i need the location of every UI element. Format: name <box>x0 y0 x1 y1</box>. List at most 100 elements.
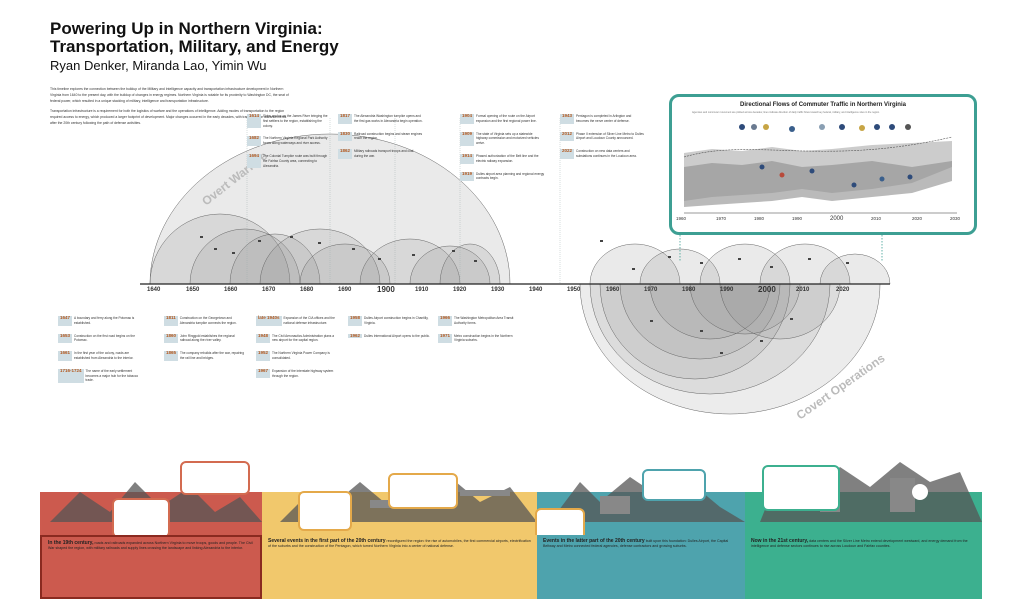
upper-notes-col-3: 1904 Formal opening of the route on the A… <box>460 113 545 189</box>
axis-year-label: 2000 <box>758 285 776 294</box>
arc-overt-1 <box>149 213 291 285</box>
arc-overt-3 <box>229 233 321 285</box>
covert-arcs <box>579 283 881 415</box>
upper-note: 2012 Phase II extension of Silver Line Me… <box>560 130 644 142</box>
arc-overt-4 <box>259 228 381 285</box>
inset-year-label: 2000 <box>830 216 844 222</box>
lower-note: 1952 The Northern Virginia Power Company … <box>256 350 330 361</box>
page-title-line2: Transportation, Military, and Energy <box>50 37 339 56</box>
panel-text: roads and railroads expanded across Nort… <box>48 541 253 551</box>
upper-notes-col-1: 1614 Ships anchor on the James River brin… <box>247 113 332 176</box>
upper-note: 1904 Formal opening of the route on the A… <box>460 113 537 124</box>
arc-overt-13 <box>819 253 891 285</box>
axis-year-label: 2010 <box>796 287 810 293</box>
upper-note: 1943 Pentagon is completed in Arlington a… <box>560 113 632 124</box>
callout-19th-1 <box>180 461 250 495</box>
inset-year-label: 1970 <box>716 216 727 221</box>
lower-note: 1962 Dulles International Airport opens t… <box>348 332 430 339</box>
lower-note: 1958 Dulles Airport construction begins i… <box>348 315 429 326</box>
inset-year-label: 1990 <box>792 216 803 221</box>
axis-year-label: 1910 <box>415 287 429 293</box>
panel-19th-century: In the 19th century, roads and railroads… <box>40 535 262 599</box>
upper-note: 1817 The Alexandria Washington turnpike o… <box>338 113 423 124</box>
lower-note: 1971 Metro construction begins in the Nor… <box>438 332 513 344</box>
upper-note: 1830 Railroad construction begins and ste… <box>338 130 423 142</box>
panel-heading: Several events in the first part of the … <box>268 538 386 544</box>
event-markers <box>200 236 849 354</box>
callout-late20th-1 <box>642 469 706 501</box>
arc-covert-6 <box>719 283 841 340</box>
agency-seals <box>739 124 911 132</box>
inset-year-label: 1980 <box>754 216 765 221</box>
axis-year-label: 2020 <box>836 287 850 293</box>
upper-note: 1614 Ships anchor on the James River brin… <box>247 113 328 129</box>
axis-year-label: 1920 <box>453 287 467 293</box>
inset-area-band-dark <box>684 161 952 207</box>
panel-text: built upon this foundation: Dulles Airpo… <box>543 539 729 549</box>
axis-year-label: 1950 <box>567 287 581 293</box>
intro-paragraph-2: Transportation infrastructure is a requi… <box>50 109 287 125</box>
lower-note: 1716-1724 The name of the early settlemen… <box>58 367 139 384</box>
panel-heading: Events in the latter part of the 20th ce… <box>543 538 645 544</box>
lower-note: 1647 A boundary and ferry along the Potom… <box>58 315 135 326</box>
inset-markers <box>759 164 913 188</box>
upper-note: 2022 Construction on new data centers and… <box>560 148 637 159</box>
upper-notes-col-4: 1943 Pentagon is completed in Arlington a… <box>560 113 645 167</box>
upper-note: 1919 Dulles airport area planning and reg… <box>460 170 545 182</box>
inset-chart <box>683 124 957 214</box>
arc-overt-9 <box>589 243 681 285</box>
arc-covert-large <box>579 283 881 415</box>
inset-year-label: 2010 <box>871 216 882 221</box>
panel-heading: Now in the 21st century, <box>751 538 809 544</box>
axis-year-label: 1960 <box>606 287 620 293</box>
lower-notes-col-1: 1647 A boundary and ferry along the Potom… <box>58 315 140 391</box>
lower-notes-col-3: late 1940s Expansion of the CIA offices a… <box>256 315 338 386</box>
axis-year-label: 1900 <box>377 285 395 294</box>
axis-year-label: 1930 <box>491 287 505 293</box>
axis-year-label: 1640 <box>147 287 161 293</box>
overt-arcs <box>149 133 891 285</box>
panel-text: data centers and the Silver Line Metro e… <box>751 539 968 549</box>
authors: Ryan Denker, Miranda Lao, Yimin Wu <box>50 58 267 73</box>
lower-notes-col-2: 1811 Construction on the Georgetown and A… <box>164 315 246 369</box>
axis-year-label: 1980 <box>682 287 696 293</box>
arc-overt-11 <box>699 243 791 285</box>
axis-year-label: 1690 <box>338 287 352 293</box>
lower-note: 1967 Expansion of the interstate highway … <box>256 367 334 379</box>
lower-note: 1860 John Ringgold establishes the region… <box>164 332 235 344</box>
inset-year-label: 2020 <box>912 216 923 221</box>
panel-text: reconfigured the region: the rise of aut… <box>268 539 531 549</box>
upper-note: 1682 The Northern Virginia Regional Park … <box>247 135 328 146</box>
lower-note: 1966 The Washington Metropolitan Area Tra… <box>438 315 514 326</box>
callout-20th-1 <box>298 491 352 531</box>
inset-flow-line <box>683 136 953 158</box>
lower-note: 1865 The company rebuilds after the war, … <box>164 350 244 361</box>
arc-covert-3 <box>619 283 781 360</box>
page-title-line1: Powering Up in Northern Virginia: <box>50 19 323 38</box>
arc-overt-12 <box>759 243 851 285</box>
lower-notes-col-4: 1958 Dulles Airport construction begins i… <box>348 315 430 346</box>
arc-covert-5 <box>689 283 801 335</box>
upper-note: 1694 The Colonial Turnpike route was buil… <box>247 152 328 169</box>
lower-note: late 1940s Expansion of the CIA offices a… <box>256 315 335 326</box>
axis-year-label: 1970 <box>644 287 658 293</box>
axis-year-label: 1650 <box>186 287 200 293</box>
axis-year-label: 1680 <box>300 287 314 293</box>
upper-note: 1909 The state of Virginia sets up a stat… <box>460 130 539 146</box>
axis-year-label: 1670 <box>262 287 276 293</box>
lower-note: 1811 Construction on the Georgetown and A… <box>164 315 237 326</box>
upper-note: 1914 Phased authorization of the Belt lin… <box>460 152 539 164</box>
intro-text: This timeline explores the connection be… <box>50 86 290 130</box>
axis-year-label: 1660 <box>224 287 238 293</box>
arc-overt-5 <box>299 243 391 285</box>
axis-year-label: 1940 <box>529 287 543 293</box>
arc-overt-2 <box>189 228 301 285</box>
inset-subtitle: Agencies and commuter movement are plott… <box>692 111 880 114</box>
callout-21st-1 <box>762 465 840 511</box>
panel-21st-century: Now in the 21st century, data centers an… <box>745 535 982 599</box>
upper-note: 1862 Military railroads transport troops … <box>338 148 414 159</box>
lower-notes-col-5: 1966 The Washington Metropolitan Area Tra… <box>438 315 520 351</box>
inset-year-label: 1960 <box>676 216 687 221</box>
axis-year-label: 1990 <box>720 287 734 293</box>
